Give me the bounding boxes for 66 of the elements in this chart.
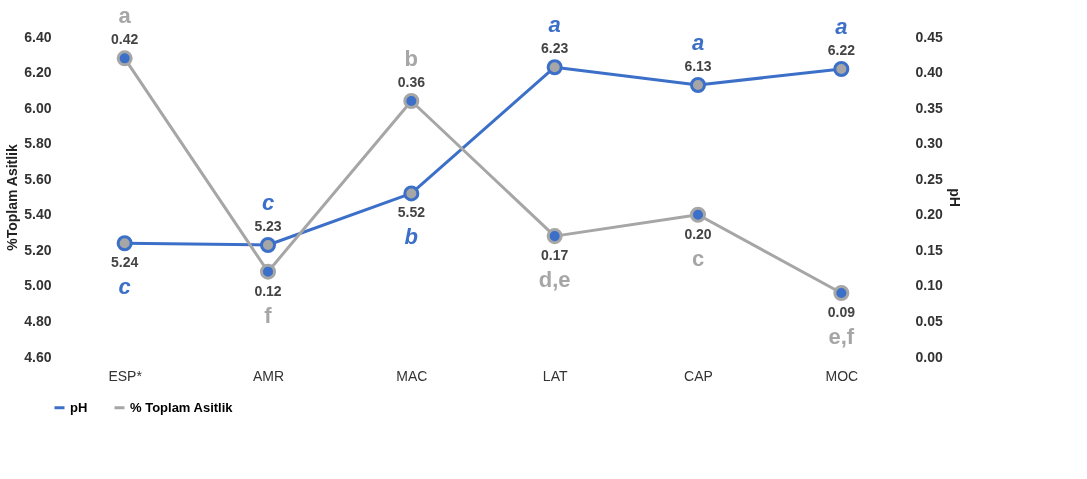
y2-tick-label: 0.30 — [915, 135, 943, 152]
data-label: 5.24 — [111, 254, 139, 271]
data-label: 0.36 — [397, 74, 426, 90]
data-label: 0.20 — [684, 225, 712, 242]
x-tick-label: ESP* — [108, 367, 143, 384]
x-tick-label: MOC — [825, 367, 859, 384]
x-tick-label: CAP — [684, 367, 713, 384]
annotation: e,f — [828, 324, 855, 349]
annotation: b — [404, 46, 419, 71]
data-label: 0.09 — [827, 304, 856, 320]
point — [403, 185, 420, 202]
y-tick-label: 6.20 — [24, 64, 52, 81]
data-label: 0.42 — [111, 31, 139, 48]
y-tick-label: 5.80 — [24, 135, 52, 152]
y-tick-label: 6.00 — [24, 99, 52, 116]
data-label: 5.23 — [254, 218, 282, 234]
data-label: 6.23 — [541, 40, 569, 57]
y-tick-label: 4.80 — [24, 312, 52, 329]
y2-tick-label: 0.05 — [915, 312, 943, 329]
annotation: a — [548, 12, 561, 38]
data-label: 0.17 — [541, 247, 569, 264]
point — [833, 284, 850, 302]
point — [546, 228, 563, 245]
annotation: a — [835, 14, 848, 39]
point — [116, 50, 133, 67]
y-tick-label: 4.60 — [24, 348, 52, 365]
data-label: 6.13 — [684, 58, 712, 74]
y-tick-label: 5.20 — [24, 241, 52, 258]
y2-tick-label: 0.10 — [915, 277, 943, 294]
annotation: c — [118, 274, 131, 300]
point — [259, 263, 277, 280]
x-tick-label: MAC — [396, 367, 428, 384]
point — [546, 59, 563, 76]
point — [116, 235, 133, 252]
x-tick-label: LAT — [542, 367, 568, 384]
y2-tick-label: 0.25 — [915, 170, 943, 187]
data-label: 0.12 — [254, 282, 282, 299]
data-label: 6.22 — [827, 42, 856, 58]
y-axis-title: %Toplam Asitlik — [4, 144, 21, 251]
point — [689, 206, 707, 223]
legend-label: % Toplam Asitlik — [130, 399, 234, 415]
point — [833, 60, 850, 78]
y2-tick-label: 0.00 — [915, 348, 943, 365]
y2-tick-label: 0.15 — [915, 241, 943, 258]
point — [689, 76, 707, 94]
point — [259, 236, 277, 254]
annotation: b — [404, 224, 419, 250]
y2-tick-label: 0.20 — [915, 206, 943, 223]
y-tick-label: 5.60 — [24, 170, 52, 187]
y-tick-label: 6.40 — [24, 28, 52, 45]
y2-tick-label: 0.45 — [915, 28, 943, 45]
y2-tick-label: 0.40 — [915, 64, 943, 81]
annotation: f — [264, 302, 273, 328]
annotation: c — [261, 190, 275, 215]
annotation: d,e — [538, 267, 571, 293]
y2-axis-title: pH — [946, 188, 963, 207]
data-label: 5.52 — [397, 204, 426, 221]
x-tick-label: AMR — [252, 367, 285, 384]
annotation: c — [691, 245, 705, 271]
point — [403, 92, 420, 110]
annotation: a — [691, 30, 705, 55]
text: a — [118, 3, 132, 29]
y-tick-label: 5.00 — [24, 277, 52, 294]
legend-label: pH — [70, 399, 88, 415]
y2-tick-label: 0.35 — [915, 99, 943, 116]
y-tick-label: 5.40 — [24, 206, 52, 223]
